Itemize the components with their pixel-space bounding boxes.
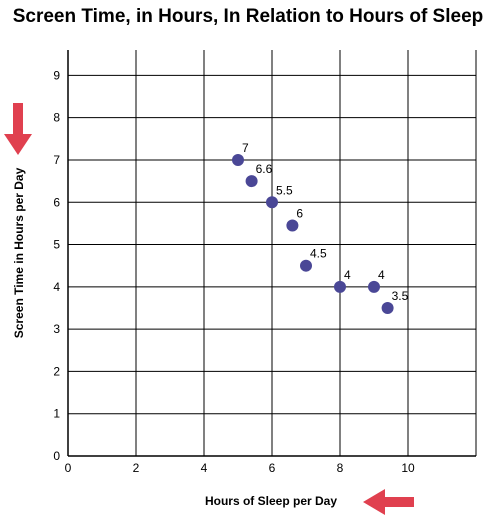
data-label: 3.5 bbox=[392, 289, 409, 303]
y-tick-label: 8 bbox=[53, 111, 60, 125]
x-axis-label: Hours of Sleep per Day bbox=[205, 494, 337, 508]
y-axis-label: Screen Time in Hours per Day bbox=[12, 167, 26, 338]
tick-labels: 0 2 4 6 8 10 0 1 2 3 4 5 6 7 8 9 bbox=[53, 68, 415, 475]
data-label: 4.5 bbox=[310, 247, 327, 261]
y-tick-label: 1 bbox=[53, 407, 60, 421]
data-point bbox=[368, 280, 380, 293]
y-tick-label: 4 bbox=[53, 280, 60, 294]
data-point bbox=[300, 259, 312, 272]
data-point bbox=[266, 196, 278, 209]
data-labels: 7 6.65.56 4.5 4 4 3.5 bbox=[242, 141, 409, 303]
down-arrow-icon bbox=[4, 103, 32, 155]
chart-title: Screen Time, in Hours, In Relation to Ho… bbox=[13, 6, 484, 27]
data-label: 6.6 bbox=[256, 162, 273, 176]
data-label: 5.5 bbox=[276, 183, 293, 197]
x-tick-label: 2 bbox=[133, 461, 140, 475]
data-label: 4 bbox=[378, 268, 385, 282]
data-point bbox=[286, 219, 299, 232]
data-label: 7 bbox=[242, 141, 249, 155]
y-tick-label: 6 bbox=[53, 195, 60, 209]
y-tick-label: 3 bbox=[53, 322, 60, 336]
x-tick-label: 0 bbox=[65, 461, 72, 475]
data-label: 4 bbox=[344, 268, 351, 282]
y-tick-label: 0 bbox=[53, 449, 60, 463]
y-tick-label: 2 bbox=[53, 364, 60, 378]
x-tick-label: 10 bbox=[401, 461, 415, 475]
x-tick-label: 8 bbox=[337, 461, 344, 475]
x-tick-label: 6 bbox=[269, 461, 276, 475]
data-points bbox=[232, 153, 394, 314]
plot-grid bbox=[67, 50, 477, 457]
data-point bbox=[381, 301, 394, 314]
x-tick-label: 4 bbox=[201, 461, 208, 475]
data-point bbox=[232, 153, 244, 166]
data-point bbox=[334, 280, 346, 293]
y-tick-label: 7 bbox=[53, 153, 60, 167]
data-label: 6 bbox=[296, 207, 303, 221]
left-arrow-icon bbox=[363, 489, 414, 515]
y-tick-label: 5 bbox=[53, 238, 60, 252]
y-tick-label: 9 bbox=[53, 68, 60, 82]
data-point bbox=[245, 175, 258, 188]
